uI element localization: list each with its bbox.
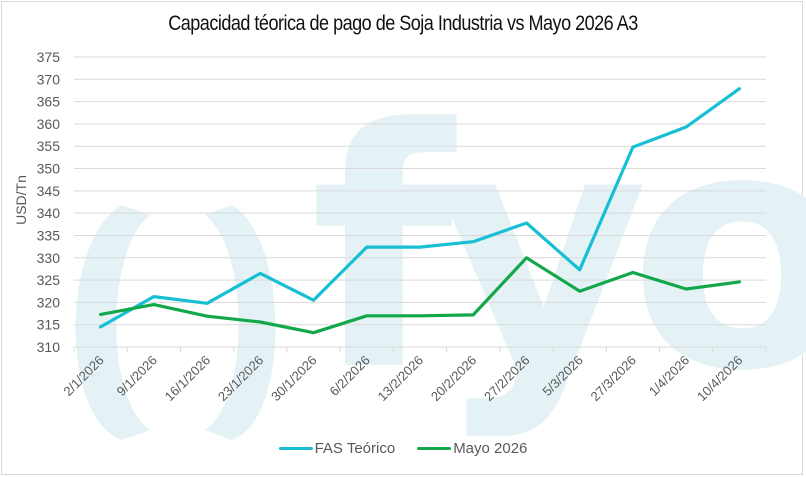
svg-text:330: 330 (37, 250, 61, 266)
series-line-0 (98, 87, 742, 329)
legend-item-mayo[interactable]: Mayo 2026 (417, 440, 527, 457)
svg-text:365: 365 (37, 94, 61, 110)
legend-swatch-fas (278, 447, 313, 450)
svg-text:310: 310 (37, 339, 61, 355)
series-line-1 (98, 256, 742, 335)
svg-text:370: 370 (37, 71, 61, 87)
svg-text:355: 355 (37, 138, 61, 154)
legend-label-mayo: Mayo 2026 (453, 440, 528, 457)
svg-text:340: 340 (37, 205, 61, 221)
y-axis-label: USD/Tn (13, 175, 29, 225)
svg-text:360: 360 (37, 116, 61, 132)
svg-text:375: 375 (37, 49, 61, 65)
svg-text:320: 320 (37, 294, 61, 310)
legend-swatch-mayo (417, 447, 452, 450)
svg-text:335: 335 (37, 227, 61, 243)
svg-text:345: 345 (37, 183, 61, 199)
y-axis-ticks: 310 315 320 325 330 335 340 345 350 355 360 365 370 3… (37, 49, 61, 355)
gridlines (74, 56, 766, 326)
svg-text:350: 350 (37, 161, 61, 177)
legend-item-fas[interactable]: FAS Teórico (278, 440, 396, 457)
legend: FAS Teórico Mayo 2026 (0, 440, 806, 457)
svg-text:16/1/2026: 16/1/2026 (162, 353, 214, 405)
data-series (98, 87, 742, 335)
svg-text:315: 315 (37, 317, 61, 333)
legend-label-fas: FAS Teórico (314, 440, 396, 457)
svg-text:325: 325 (37, 272, 61, 288)
chart-title: Capacidad téorica de pago de Soja Indust… (168, 12, 638, 35)
